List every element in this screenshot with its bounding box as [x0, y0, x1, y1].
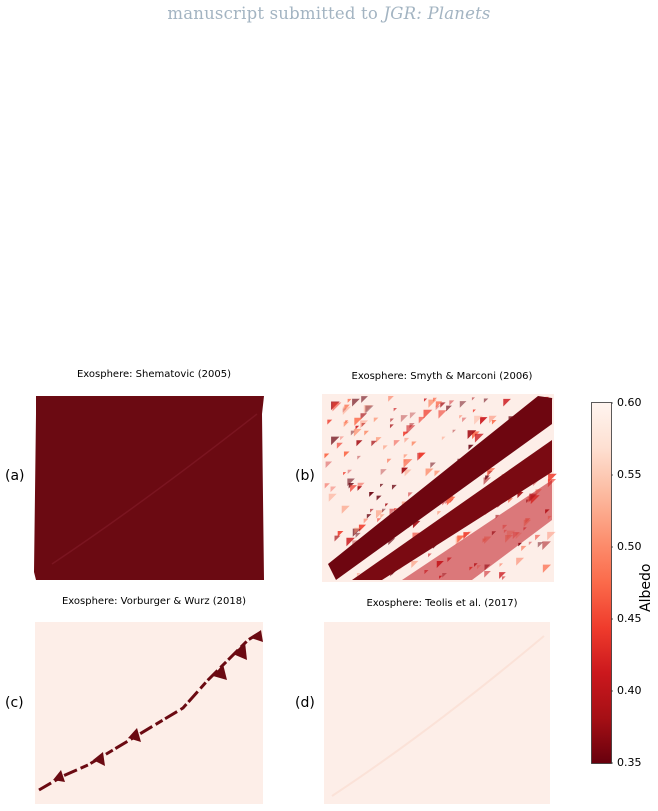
panel-a-label: (a) — [5, 468, 25, 484]
colorbar-tick: 0.50 — [617, 540, 642, 553]
panel-b-title: Exosphere: Smyth & Marconi (2006) — [351, 371, 533, 382]
colorbar-tick: 0.45 — [617, 612, 642, 625]
panel-b-label: (b) — [295, 468, 315, 484]
colorbar-tick: 0.35 — [617, 756, 642, 769]
panel-c-title: Exosphere: Vorburger & Wurz (2018) — [61, 596, 247, 607]
albedo-colorbar — [591, 402, 613, 764]
panel-a-title: Exosphere: Shematovic (2005) — [76, 369, 232, 380]
panel-d-title: Exosphere: Teolis et al. (2017) — [366, 598, 518, 609]
header-journal: JGR: Planets — [383, 4, 491, 23]
panel-d-map — [324, 622, 550, 804]
panel-c-map — [35, 622, 263, 804]
panel-b-map — [322, 394, 557, 582]
colorbar-tick: 0.55 — [617, 468, 642, 481]
colorbar-tick: 0.40 — [617, 684, 642, 697]
colorbar-tick: 0.60 — [617, 396, 642, 409]
panel-a-map — [34, 396, 264, 580]
header-prefix: manuscript submitted to — [167, 4, 379, 23]
panel-d-label: (d) — [295, 695, 315, 711]
colorbar-label: Albedo — [638, 563, 654, 612]
panel-c-label: (c) — [5, 695, 24, 711]
running-header: manuscript submitted to JGR: Planets — [0, 4, 658, 23]
